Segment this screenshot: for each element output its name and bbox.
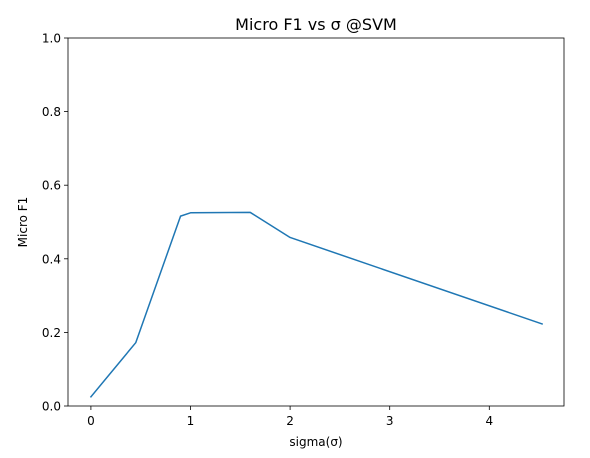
series-line-0 <box>89 211 544 398</box>
y-tick-label: 0.4 <box>42 252 61 266</box>
axes-frame <box>67 37 565 407</box>
chart-title: Micro F1 vs σ @SVM <box>235 15 397 34</box>
x-tick-label: 2 <box>286 414 294 428</box>
plot-area: 0 1 2 3 4 0.0 0.2 0.4 0.6 0.8 1.0 <box>42 32 565 428</box>
y-tick-label: 1.0 <box>42 32 61 46</box>
x-tick-label: 3 <box>386 414 394 428</box>
y-tick-label: 0.6 <box>42 179 61 193</box>
x-tick-label: 0 <box>87 414 95 428</box>
y-tick-label: 0.2 <box>42 326 61 340</box>
y-tick-label: 0.8 <box>42 105 61 119</box>
y-axis-label: Micro F1 <box>16 197 30 248</box>
x-tick-label: 1 <box>187 414 195 428</box>
x-axis-label: sigma(σ) <box>289 435 342 449</box>
y-tick-label: 0.0 <box>42 400 61 414</box>
x-tick-label: 4 <box>485 414 493 428</box>
